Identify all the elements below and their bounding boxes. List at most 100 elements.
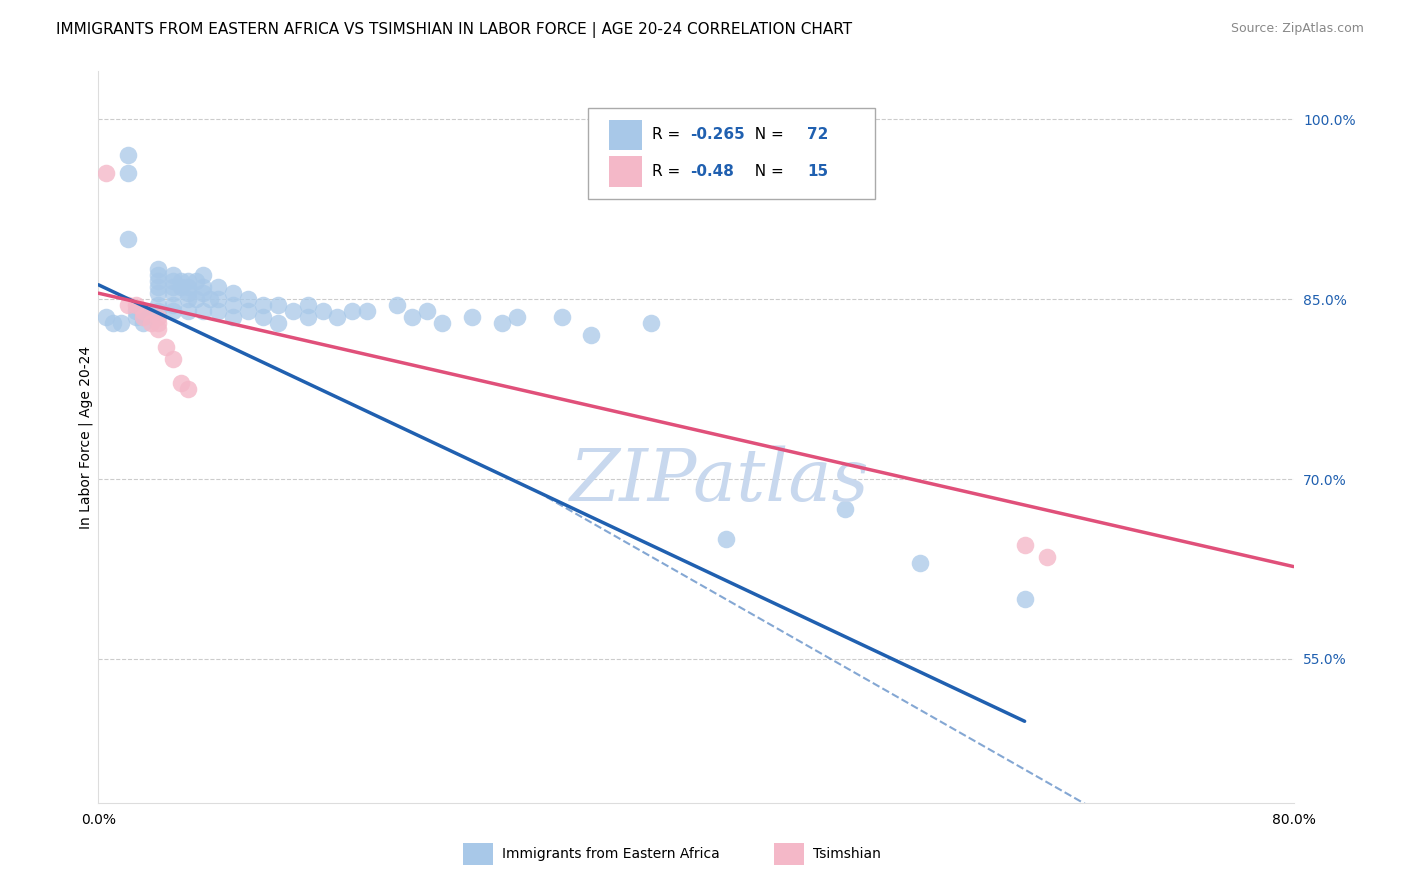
Y-axis label: In Labor Force | Age 20-24: In Labor Force | Age 20-24 — [79, 345, 93, 529]
Point — [430, 316, 453, 330]
Point — [1014, 591, 1036, 606]
Text: 72: 72 — [807, 128, 828, 143]
Point — [162, 274, 184, 288]
Point — [148, 268, 170, 283]
Text: ZIPatlas: ZIPatlas — [569, 446, 870, 516]
Point — [132, 310, 155, 325]
Point — [117, 166, 139, 180]
Point — [169, 376, 191, 391]
Point — [169, 274, 191, 288]
Point — [191, 304, 214, 318]
Text: 15: 15 — [807, 164, 828, 179]
Point — [94, 310, 117, 325]
Point — [148, 280, 170, 294]
Point — [132, 316, 155, 330]
Point — [177, 292, 200, 306]
Bar — [463, 843, 494, 865]
Point — [177, 286, 200, 301]
Point — [162, 280, 184, 294]
Bar — [773, 843, 804, 865]
Text: Source: ZipAtlas.com: Source: ZipAtlas.com — [1230, 22, 1364, 36]
Point — [184, 274, 207, 288]
Point — [177, 304, 200, 318]
Point — [177, 280, 200, 294]
Text: Tsimshian: Tsimshian — [813, 847, 882, 861]
Text: -0.265: -0.265 — [690, 128, 745, 143]
Text: N =: N = — [745, 164, 789, 179]
Point — [148, 304, 170, 318]
Point — [297, 298, 319, 312]
Point — [162, 352, 184, 367]
Point — [117, 232, 139, 246]
Point — [94, 166, 117, 180]
Bar — [609, 120, 643, 151]
Text: N =: N = — [745, 128, 789, 143]
Bar — [609, 156, 643, 187]
Point — [125, 310, 148, 325]
Point — [200, 292, 222, 306]
Point — [148, 322, 170, 336]
Text: -0.48: -0.48 — [690, 164, 734, 179]
Point — [297, 310, 319, 325]
Point — [191, 268, 214, 283]
Point — [148, 298, 170, 312]
Point — [640, 316, 662, 330]
Point — [506, 310, 529, 325]
Point — [236, 304, 259, 318]
Point — [117, 298, 139, 312]
Point — [356, 304, 378, 318]
Point — [550, 310, 572, 325]
Point — [461, 310, 484, 325]
Point — [155, 340, 177, 354]
Point — [267, 316, 290, 330]
Point — [252, 310, 274, 325]
Point — [103, 316, 125, 330]
Point — [169, 280, 191, 294]
Point — [162, 286, 184, 301]
Point — [908, 556, 931, 570]
Point — [207, 304, 229, 318]
Point — [222, 310, 245, 325]
Point — [125, 298, 148, 312]
Point — [132, 304, 155, 318]
Point — [117, 148, 139, 162]
Point — [236, 292, 259, 306]
Point — [385, 298, 409, 312]
Point — [281, 304, 304, 318]
Point — [177, 274, 200, 288]
Point — [342, 304, 364, 318]
Point — [416, 304, 439, 318]
Point — [252, 298, 274, 312]
Point — [401, 310, 423, 325]
Point — [125, 304, 148, 318]
Point — [148, 262, 170, 277]
Point — [207, 280, 229, 294]
Point — [162, 298, 184, 312]
Point — [139, 316, 162, 330]
Point — [267, 298, 290, 312]
Point — [148, 310, 170, 325]
Point — [132, 310, 155, 325]
Point — [222, 286, 245, 301]
Point — [222, 298, 245, 312]
Point — [326, 310, 349, 325]
Point — [177, 382, 200, 396]
Point — [148, 274, 170, 288]
Point — [162, 268, 184, 283]
Point — [1036, 549, 1059, 564]
Point — [491, 316, 513, 330]
Text: IMMIGRANTS FROM EASTERN AFRICA VS TSIMSHIAN IN LABOR FORCE | AGE 20-24 CORRELATI: IMMIGRANTS FROM EASTERN AFRICA VS TSIMSH… — [56, 22, 852, 38]
Point — [132, 304, 155, 318]
Point — [581, 328, 603, 343]
Point — [162, 304, 184, 318]
Point — [714, 532, 737, 546]
Point — [311, 304, 333, 318]
Point — [132, 304, 155, 318]
Point — [184, 292, 207, 306]
Point — [1014, 538, 1036, 552]
Point — [148, 316, 170, 330]
Point — [191, 286, 214, 301]
Text: R =: R = — [652, 164, 685, 179]
Point — [191, 280, 214, 294]
FancyBboxPatch shape — [589, 108, 876, 200]
